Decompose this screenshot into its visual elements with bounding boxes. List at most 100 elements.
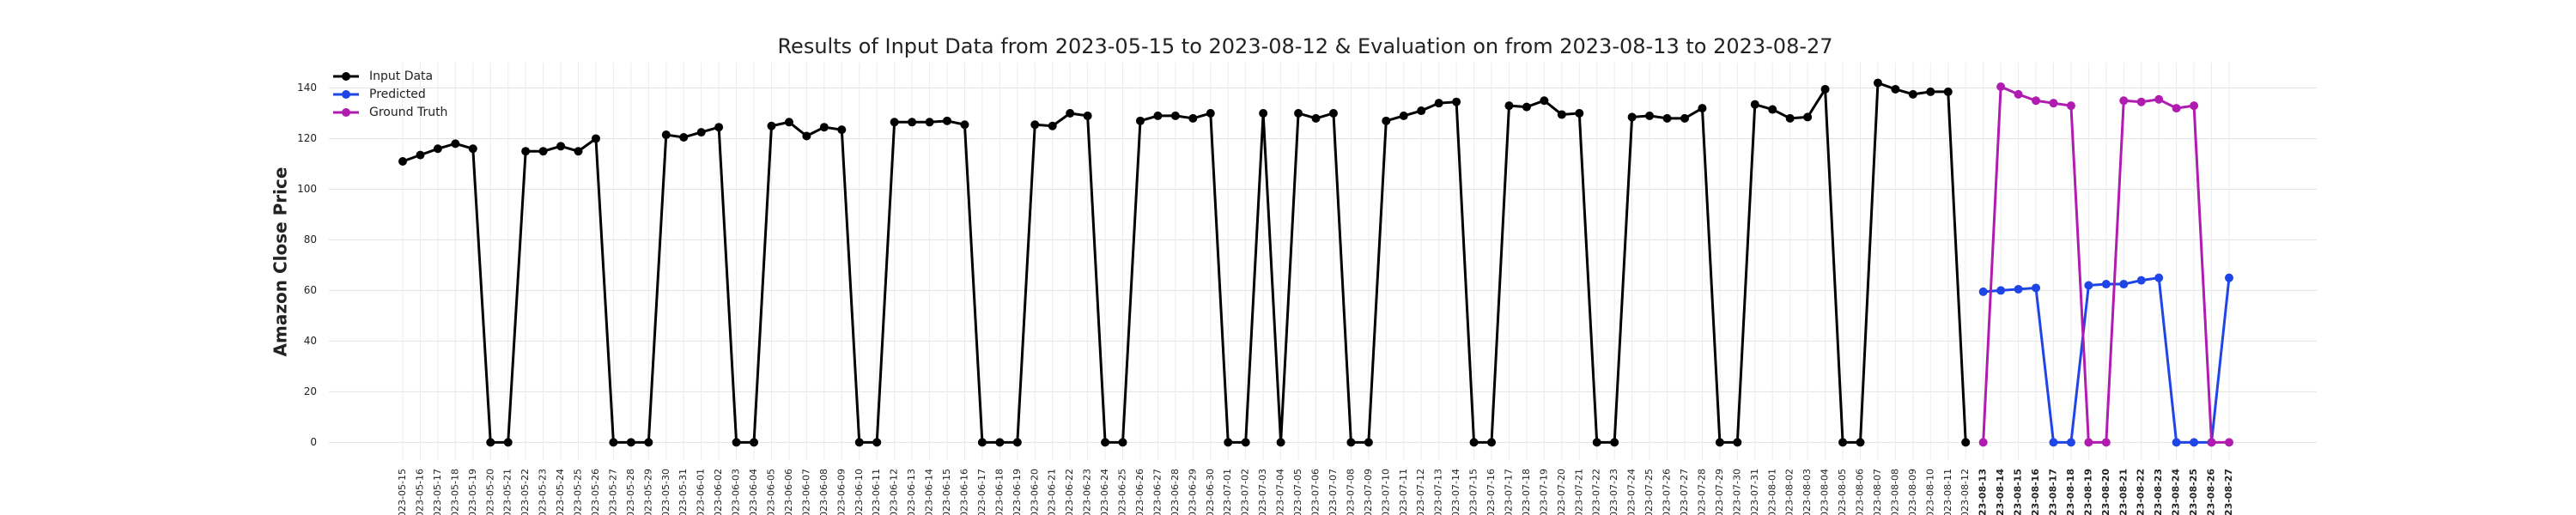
x-tick-label: 2023-08-07 bbox=[1872, 469, 1883, 515]
point bbox=[1118, 438, 1127, 447]
point bbox=[1101, 438, 1110, 447]
point bbox=[1856, 438, 1865, 447]
point bbox=[1311, 113, 1321, 123]
point bbox=[2154, 94, 2164, 104]
point bbox=[1926, 87, 1935, 96]
y-tick-label: 60 bbox=[304, 284, 317, 296]
x-tick-label: 2023-08-22 bbox=[2136, 469, 2147, 515]
point bbox=[2136, 97, 2146, 106]
x-tick-label: 2023-07-12 bbox=[1415, 469, 1426, 515]
point bbox=[2049, 438, 2058, 447]
x-tick-label: 2023-07-19 bbox=[1538, 469, 1549, 515]
x-tick-label: 2023-06-09 bbox=[835, 469, 847, 515]
point bbox=[2101, 280, 2111, 289]
x-tick-label: 2023-08-09 bbox=[1907, 469, 1918, 515]
point bbox=[679, 132, 689, 142]
point bbox=[1259, 108, 1268, 118]
point bbox=[1610, 438, 1619, 447]
x-tick-label: 2023-05-18 bbox=[449, 469, 460, 515]
x-tick-label: 2023-08-24 bbox=[2171, 469, 2182, 515]
x-tick-label: 2023-08-20 bbox=[2100, 469, 2111, 515]
x-tick-label: 2023-07-21 bbox=[1573, 469, 1584, 515]
point bbox=[556, 142, 566, 151]
x-tick-label: 2023-05-30 bbox=[660, 469, 671, 515]
point bbox=[714, 123, 724, 132]
point bbox=[661, 130, 671, 140]
y-tick-label: 40 bbox=[304, 335, 317, 347]
point bbox=[1241, 438, 1250, 447]
x-tick-label: 2023-07-15 bbox=[1468, 469, 1479, 515]
point bbox=[2101, 438, 2111, 447]
x-tick-label: 2023-07-26 bbox=[1662, 469, 1673, 515]
x-tick-label: 2023-06-15 bbox=[941, 469, 952, 515]
x-tick-label: 2023-07-31 bbox=[1749, 469, 1760, 515]
x-tick-label: 2023-07-16 bbox=[1485, 469, 1497, 515]
x-tick-label: 2023-05-24 bbox=[555, 469, 566, 515]
point bbox=[732, 438, 741, 447]
point bbox=[943, 116, 952, 125]
point bbox=[2084, 281, 2093, 290]
x-tick-label: 2023-06-20 bbox=[1029, 469, 1040, 515]
y-tick-label: 100 bbox=[297, 183, 317, 195]
x-tick-label: 2023-05-21 bbox=[502, 469, 513, 515]
point bbox=[1873, 78, 1882, 88]
point bbox=[2119, 96, 2129, 106]
point bbox=[591, 134, 600, 143]
x-tick-label: 2023-05-25 bbox=[573, 469, 584, 515]
x-tick-label: 2023-08-23 bbox=[2153, 469, 2164, 515]
x-tick-label: 2023-05-22 bbox=[519, 469, 531, 515]
x-tick-label: 2023-06-13 bbox=[906, 469, 917, 515]
point bbox=[2172, 104, 2181, 113]
x-tick-label: 2023-07-17 bbox=[1503, 469, 1514, 515]
point bbox=[1012, 438, 1022, 447]
legend-marker bbox=[342, 90, 350, 99]
x-tick-label: 2023-07-01 bbox=[1222, 469, 1233, 515]
point bbox=[1785, 113, 1795, 123]
x-tick-label: 2023-07-07 bbox=[1327, 469, 1339, 515]
x-tick-label: 2023-06-25 bbox=[1117, 469, 1128, 515]
y-tick-label: 120 bbox=[297, 132, 317, 144]
x-tick-label: 2023-08-01 bbox=[1766, 469, 1777, 515]
x-tick-label: 2023-07-30 bbox=[1731, 469, 1742, 515]
y-tick-label: 140 bbox=[297, 82, 317, 94]
x-tick-label: 2023-06-23 bbox=[1082, 469, 1093, 515]
point bbox=[2207, 438, 2216, 447]
x-tick-label: 2023-06-26 bbox=[1134, 469, 1145, 515]
x-tick-label: 2023-08-25 bbox=[2188, 469, 2199, 515]
point bbox=[451, 139, 460, 148]
point bbox=[977, 438, 987, 447]
point bbox=[1540, 96, 1549, 106]
x-tick-label: 2023-07-14 bbox=[1450, 469, 1461, 515]
point bbox=[2066, 438, 2075, 447]
x-tick-label: 2023-05-15 bbox=[397, 469, 408, 515]
y-tick-label: 0 bbox=[310, 436, 317, 448]
x-tick-label: 2023-08-03 bbox=[1801, 469, 1813, 515]
point bbox=[1908, 89, 1917, 99]
point bbox=[1943, 87, 1953, 96]
x-tick-label: 2023-08-16 bbox=[2030, 469, 2041, 515]
point bbox=[854, 438, 864, 447]
point bbox=[1504, 101, 1514, 111]
x-tick-label: 2023-07-24 bbox=[1626, 469, 1637, 515]
x-tick-label: 2023-05-20 bbox=[484, 469, 495, 515]
point bbox=[1417, 106, 1426, 116]
point bbox=[644, 438, 653, 447]
point bbox=[802, 131, 811, 141]
x-tick-label: 2023-05-17 bbox=[432, 469, 443, 515]
point bbox=[1469, 438, 1479, 447]
point bbox=[416, 150, 425, 160]
point bbox=[2119, 280, 2129, 289]
x-tick-label: 2023-07-25 bbox=[1643, 469, 1655, 515]
x-tick-label: 2023-05-29 bbox=[642, 469, 653, 515]
point bbox=[1382, 116, 1391, 125]
x-tick-label: 2023-08-04 bbox=[1820, 469, 1831, 515]
x-tick-label: 2023-06-04 bbox=[748, 469, 759, 515]
point bbox=[696, 128, 706, 137]
point bbox=[2190, 101, 2199, 111]
x-tick-label: 2023-08-21 bbox=[2117, 469, 2129, 515]
point bbox=[1487, 438, 1497, 447]
point bbox=[486, 438, 495, 447]
point bbox=[819, 123, 829, 132]
x-tick-label: 2023-08-13 bbox=[1978, 469, 1989, 515]
point bbox=[2032, 283, 2041, 293]
